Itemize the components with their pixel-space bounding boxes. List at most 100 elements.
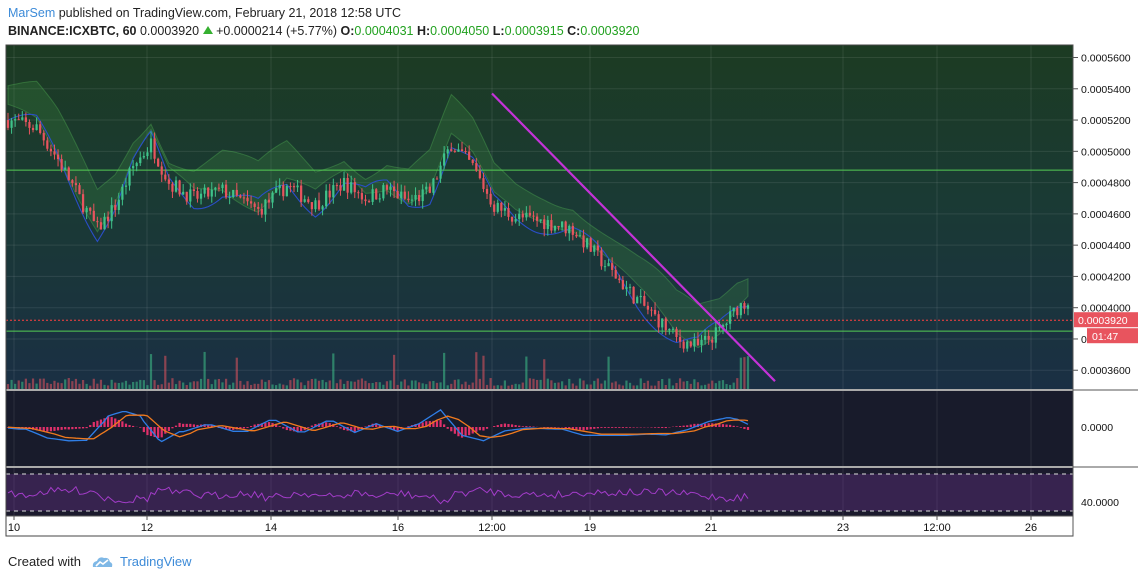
candle [725,322,728,332]
tradingview-brand-link[interactable]: TradingView [120,554,192,569]
author-name[interactable]: MarSem [8,6,56,20]
time-axis: 10 12 14 16 12:00 19 21 23 12:00 26 [8,516,1037,534]
time-tick-label: 26 [1025,522,1037,534]
candle [106,211,110,229]
candle [385,183,389,195]
candle [496,199,499,214]
candle [207,187,210,200]
candle [310,202,313,216]
trendline-segment [491,92,776,382]
candle [596,240,599,256]
candle [285,184,288,197]
candle [14,114,17,127]
candle [85,205,88,220]
candle [239,194,242,199]
candle [521,210,524,223]
candle [593,244,596,256]
candle [307,196,310,204]
candle [296,179,299,193]
candle [74,176,78,193]
candle [614,265,617,279]
chart-canvas[interactable]: 0.0005600 0.0005400 0.0005200 0.0005000 0.00… [0,40,1144,548]
candle [432,177,435,196]
candle [653,302,657,316]
candle [271,191,274,209]
high-label: H: [416,24,431,38]
candle [167,174,170,190]
candle [60,154,63,173]
price-pane-background [6,45,1073,389]
price-change: +0.0000214 (+5.77%) [216,24,338,38]
candle [586,237,589,250]
publish-line: MarSem published on TradingView.com, Feb… [8,4,1138,22]
time-tick-label: 21 [705,522,717,534]
symbol-label: BINANCE:ICXBTC, 60 [8,24,137,38]
candle [425,182,428,195]
horizontal-levels [6,169,1073,332]
candle [618,274,621,284]
candle [503,201,507,216]
trendline[interactable] [491,92,776,382]
created-with-text: Created with [8,554,81,569]
rsi-pane-background [6,468,1073,516]
candle [525,206,528,221]
candle [607,258,610,267]
candle [210,182,213,203]
time-axis-background [6,516,1073,536]
candle [217,183,221,192]
candle [407,191,410,203]
candle [736,305,739,319]
candle [278,178,281,196]
candle [603,259,607,272]
candle [332,178,335,204]
low-label: L: [492,24,505,38]
candle [625,280,628,296]
candle [464,147,467,154]
candle [6,112,10,131]
time-tick-label: 19 [584,522,596,534]
candle [639,289,642,304]
candle [460,141,464,152]
candle [693,333,696,352]
candle [124,177,128,195]
candle [664,316,667,336]
volume-bars [6,351,750,389]
close-label: C: [567,24,581,38]
cloud-indicator [7,80,749,349]
candle [39,120,42,135]
candle [300,179,303,207]
candle [153,132,156,164]
candle [203,184,206,198]
candle [711,336,714,350]
candle [475,158,478,172]
candle [611,257,614,277]
candle [410,194,414,206]
candle [325,184,328,209]
candle [67,166,70,181]
candle [178,179,181,197]
macd-axis-label: 0.0000 [1081,422,1113,434]
candle [453,148,456,153]
candle [114,199,117,217]
price-axis: 0.0005600 0.0005400 0.0005200 0.0005000 0.00… [1073,53,1138,509]
candle [600,247,603,270]
candle [292,183,296,193]
candle [171,182,174,199]
candle [414,187,417,207]
candle [135,161,138,172]
last-price-badge-text: 0.0003920 [1078,315,1128,327]
candle [668,328,671,335]
candle [507,202,510,221]
time-tick-label: 12:00 [478,522,506,534]
countdown-badge [1087,328,1138,344]
high-value: 0.0004050 [430,24,490,38]
candle [539,219,542,224]
candle [264,198,267,222]
candle [367,199,371,203]
candle [714,320,717,349]
candle [389,182,392,197]
last-price-badge [1074,312,1138,328]
candle [489,187,492,208]
candle [578,230,582,237]
time-tick-label: 12 [141,522,153,534]
